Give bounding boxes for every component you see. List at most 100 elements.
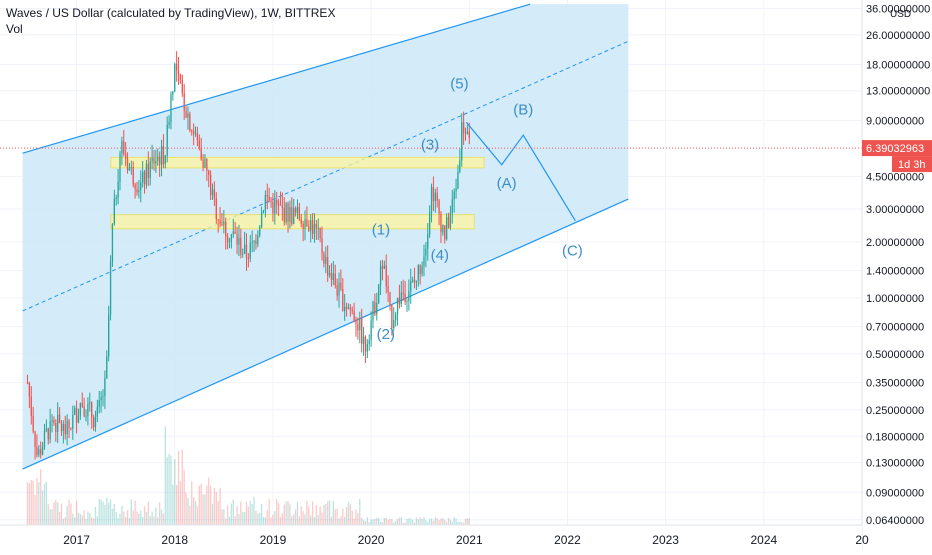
volume-bar xyxy=(442,517,444,525)
candle-body xyxy=(109,262,112,315)
volume-bar xyxy=(121,505,123,525)
volume-bar xyxy=(361,517,363,525)
volume-bar xyxy=(92,518,95,525)
candle-body xyxy=(106,356,108,379)
volume-bar xyxy=(445,522,448,525)
volume-bar xyxy=(32,480,34,525)
candle-body xyxy=(255,240,257,245)
volume-bar xyxy=(342,508,344,525)
volume-bar xyxy=(379,521,382,525)
candle-body xyxy=(266,194,268,197)
volume-bar xyxy=(177,450,180,525)
candle-body xyxy=(151,157,153,162)
candle-body xyxy=(98,400,100,408)
candle-body xyxy=(96,407,99,417)
candle-body xyxy=(85,415,87,417)
candle-body xyxy=(411,279,414,282)
candle-body xyxy=(389,292,391,305)
volume-bar xyxy=(79,513,82,525)
candle-body xyxy=(398,297,401,304)
candle-body xyxy=(466,131,469,134)
price-tick-label: 1.00000000 xyxy=(866,293,924,305)
time-tick-label: 2018 xyxy=(161,533,188,547)
candle-body xyxy=(209,174,212,196)
candle-body xyxy=(104,378,106,397)
volume-bar xyxy=(283,504,285,525)
volume-bar xyxy=(75,500,78,525)
candle-body xyxy=(175,64,178,71)
volume-bar xyxy=(327,501,329,525)
volume-bar xyxy=(264,517,267,525)
candle-body xyxy=(317,227,319,229)
candle-body xyxy=(259,227,261,236)
candle-layer xyxy=(26,51,470,460)
price-tick-label: 13.00000000 xyxy=(866,86,930,98)
volume-bar xyxy=(113,504,116,525)
candle-body xyxy=(240,237,242,255)
volume-bar xyxy=(200,483,202,525)
volume-bar xyxy=(328,500,331,525)
time-tick-label: 2021 xyxy=(456,533,483,547)
volume-bar xyxy=(26,482,29,525)
candle-body xyxy=(283,207,285,223)
candle-body xyxy=(357,324,359,331)
candle-body xyxy=(187,113,189,118)
price-tick-label: 0.70000000 xyxy=(866,322,924,334)
volume-bar xyxy=(245,502,248,525)
volume-bar xyxy=(202,494,204,525)
candle-body xyxy=(183,93,185,111)
candle-body xyxy=(206,158,208,171)
volume-bar xyxy=(434,517,436,525)
candle-body xyxy=(34,431,36,448)
candle-body xyxy=(113,198,116,224)
volume-bar xyxy=(368,522,370,525)
candle-body xyxy=(372,301,374,321)
candle-body xyxy=(226,236,229,243)
candle-body xyxy=(57,414,59,432)
volume-bar xyxy=(242,512,244,525)
candle-body xyxy=(111,223,114,263)
volume-bar xyxy=(160,509,163,525)
volume-bar xyxy=(274,511,276,525)
volume-bar xyxy=(411,519,414,525)
candle-body xyxy=(336,285,338,296)
volume-bar xyxy=(383,517,385,525)
candle-body xyxy=(149,161,151,179)
volume-bar xyxy=(404,522,406,525)
candle-body xyxy=(381,265,384,269)
time-tick-label: 20 xyxy=(855,533,869,547)
volume-bar xyxy=(364,520,367,525)
volume-bar xyxy=(53,502,55,525)
candle-body xyxy=(79,403,82,416)
wave-label: (3) xyxy=(421,136,439,153)
volume-bar xyxy=(36,477,38,525)
candle-body xyxy=(166,124,168,156)
volume-bar xyxy=(57,502,59,525)
volume-bar xyxy=(345,507,348,525)
candle-body xyxy=(328,272,331,276)
volume-bar xyxy=(323,504,325,525)
volume-bar xyxy=(451,521,453,525)
volume-bar xyxy=(279,516,282,525)
candle-body xyxy=(310,220,312,231)
candle-body xyxy=(211,189,214,196)
candle-body xyxy=(461,122,463,161)
candle-body xyxy=(75,407,78,423)
volume-bar xyxy=(408,518,410,525)
volume-bar xyxy=(211,504,214,525)
volume-bar xyxy=(260,503,263,525)
volume-bar xyxy=(147,501,149,525)
volume-bar xyxy=(49,509,51,525)
candle-body xyxy=(464,132,467,134)
price-tick-label: 2.00000000 xyxy=(866,237,924,249)
candle-body xyxy=(62,424,65,431)
volume-bar xyxy=(96,516,99,525)
candle-body xyxy=(215,198,217,220)
volume-bar xyxy=(393,522,395,525)
wave-label: (1) xyxy=(372,222,390,239)
candle-body xyxy=(393,320,395,329)
price-axis: 36.00000000 26.00000000 18.00000000 13.0000… xyxy=(861,0,932,550)
candle-body xyxy=(100,397,102,401)
